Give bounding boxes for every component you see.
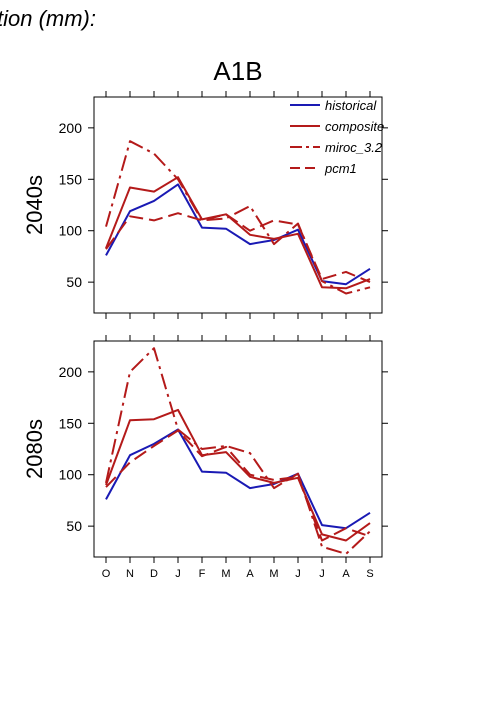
y-tick-label: 100	[59, 223, 83, 239]
series-line-pcm1	[105, 429, 371, 542]
panel-2040s: 50 100 150 200 2040s historical composite miroc…	[22, 91, 388, 319]
y-tick-label: 150	[59, 171, 83, 187]
x-tick-label: J	[295, 568, 301, 580]
series-line-pcm1	[105, 212, 371, 284]
legend-label: historical	[325, 98, 377, 113]
y-tick-label: 50	[66, 518, 82, 534]
legend-label: composite	[325, 119, 384, 134]
panel-label: 2040s	[22, 175, 47, 235]
legend: historical composite miroc_3.2 pcm1	[290, 98, 384, 176]
series-line-miroc-3-2	[105, 347, 371, 555]
x-tick-label: O	[102, 568, 111, 580]
x-tick-label: J	[175, 568, 181, 580]
page-title: tion (mm):	[0, 6, 96, 31]
x-tick-label: F	[199, 568, 206, 580]
x-tick-label: J	[319, 568, 325, 580]
y-tick-label: 100	[59, 467, 83, 483]
series-line-composite	[105, 408, 371, 542]
panel-2080s: 50 100 150 200 O N D J F M A M J J A S 2080s	[22, 335, 388, 580]
y-tick-label: 150	[59, 415, 83, 431]
y-tick-label: 50	[66, 274, 82, 290]
series-line-composite	[105, 176, 371, 290]
x-tick-label: N	[126, 568, 134, 580]
plot-frame	[93, 340, 383, 558]
series-line-historical	[105, 183, 371, 286]
x-tick-label: A	[342, 568, 350, 580]
legend-label: pcm1	[324, 161, 357, 176]
plot-frame	[93, 96, 383, 314]
y-tick-label: 200	[59, 364, 83, 380]
series-line-miroc-3-2	[105, 140, 371, 295]
scenario-title: A1B	[213, 56, 263, 86]
series-line-historical	[105, 428, 371, 530]
x-tick-label: M	[221, 568, 230, 580]
legend-label: miroc_3.2	[325, 140, 383, 155]
y-tick-label: 200	[59, 120, 83, 136]
x-tick-label: S	[366, 568, 373, 580]
x-tick-label: M	[269, 568, 278, 580]
x-tick-label: A	[246, 568, 254, 580]
panel-label: 2080s	[22, 419, 47, 479]
x-tick-label: D	[150, 568, 158, 580]
